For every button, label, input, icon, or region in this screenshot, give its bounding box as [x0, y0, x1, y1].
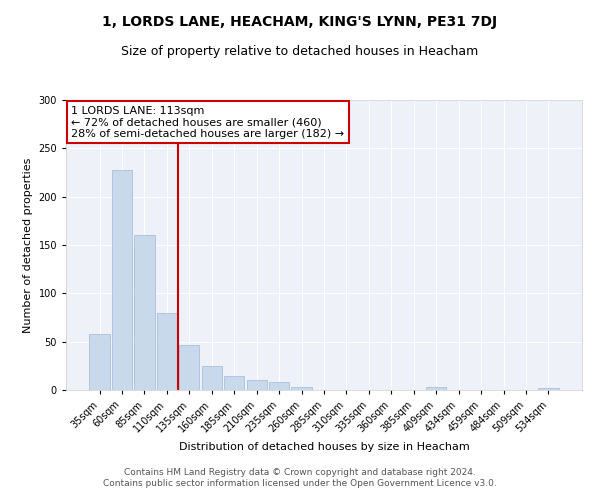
Bar [292, 387, 311, 390]
Bar [538, 388, 559, 390]
Bar [179, 344, 199, 390]
Bar [202, 366, 222, 390]
Bar [426, 387, 446, 390]
Text: Contains HM Land Registry data © Crown copyright and database right 2024.
Contai: Contains HM Land Registry data © Crown c… [103, 468, 497, 487]
X-axis label: Distribution of detached houses by size in Heacham: Distribution of detached houses by size … [179, 442, 469, 452]
Bar [134, 236, 155, 390]
Bar [269, 382, 289, 390]
Bar [224, 376, 244, 390]
Text: 1, LORDS LANE, HEACHAM, KING'S LYNN, PE31 7DJ: 1, LORDS LANE, HEACHAM, KING'S LYNN, PE3… [103, 15, 497, 29]
Bar [247, 380, 267, 390]
Bar [89, 334, 110, 390]
Bar [157, 312, 177, 390]
Text: Size of property relative to detached houses in Heacham: Size of property relative to detached ho… [121, 45, 479, 58]
Text: 1 LORDS LANE: 113sqm
← 72% of detached houses are smaller (460)
28% of semi-deta: 1 LORDS LANE: 113sqm ← 72% of detached h… [71, 106, 344, 139]
Y-axis label: Number of detached properties: Number of detached properties [23, 158, 33, 332]
Bar [112, 170, 132, 390]
